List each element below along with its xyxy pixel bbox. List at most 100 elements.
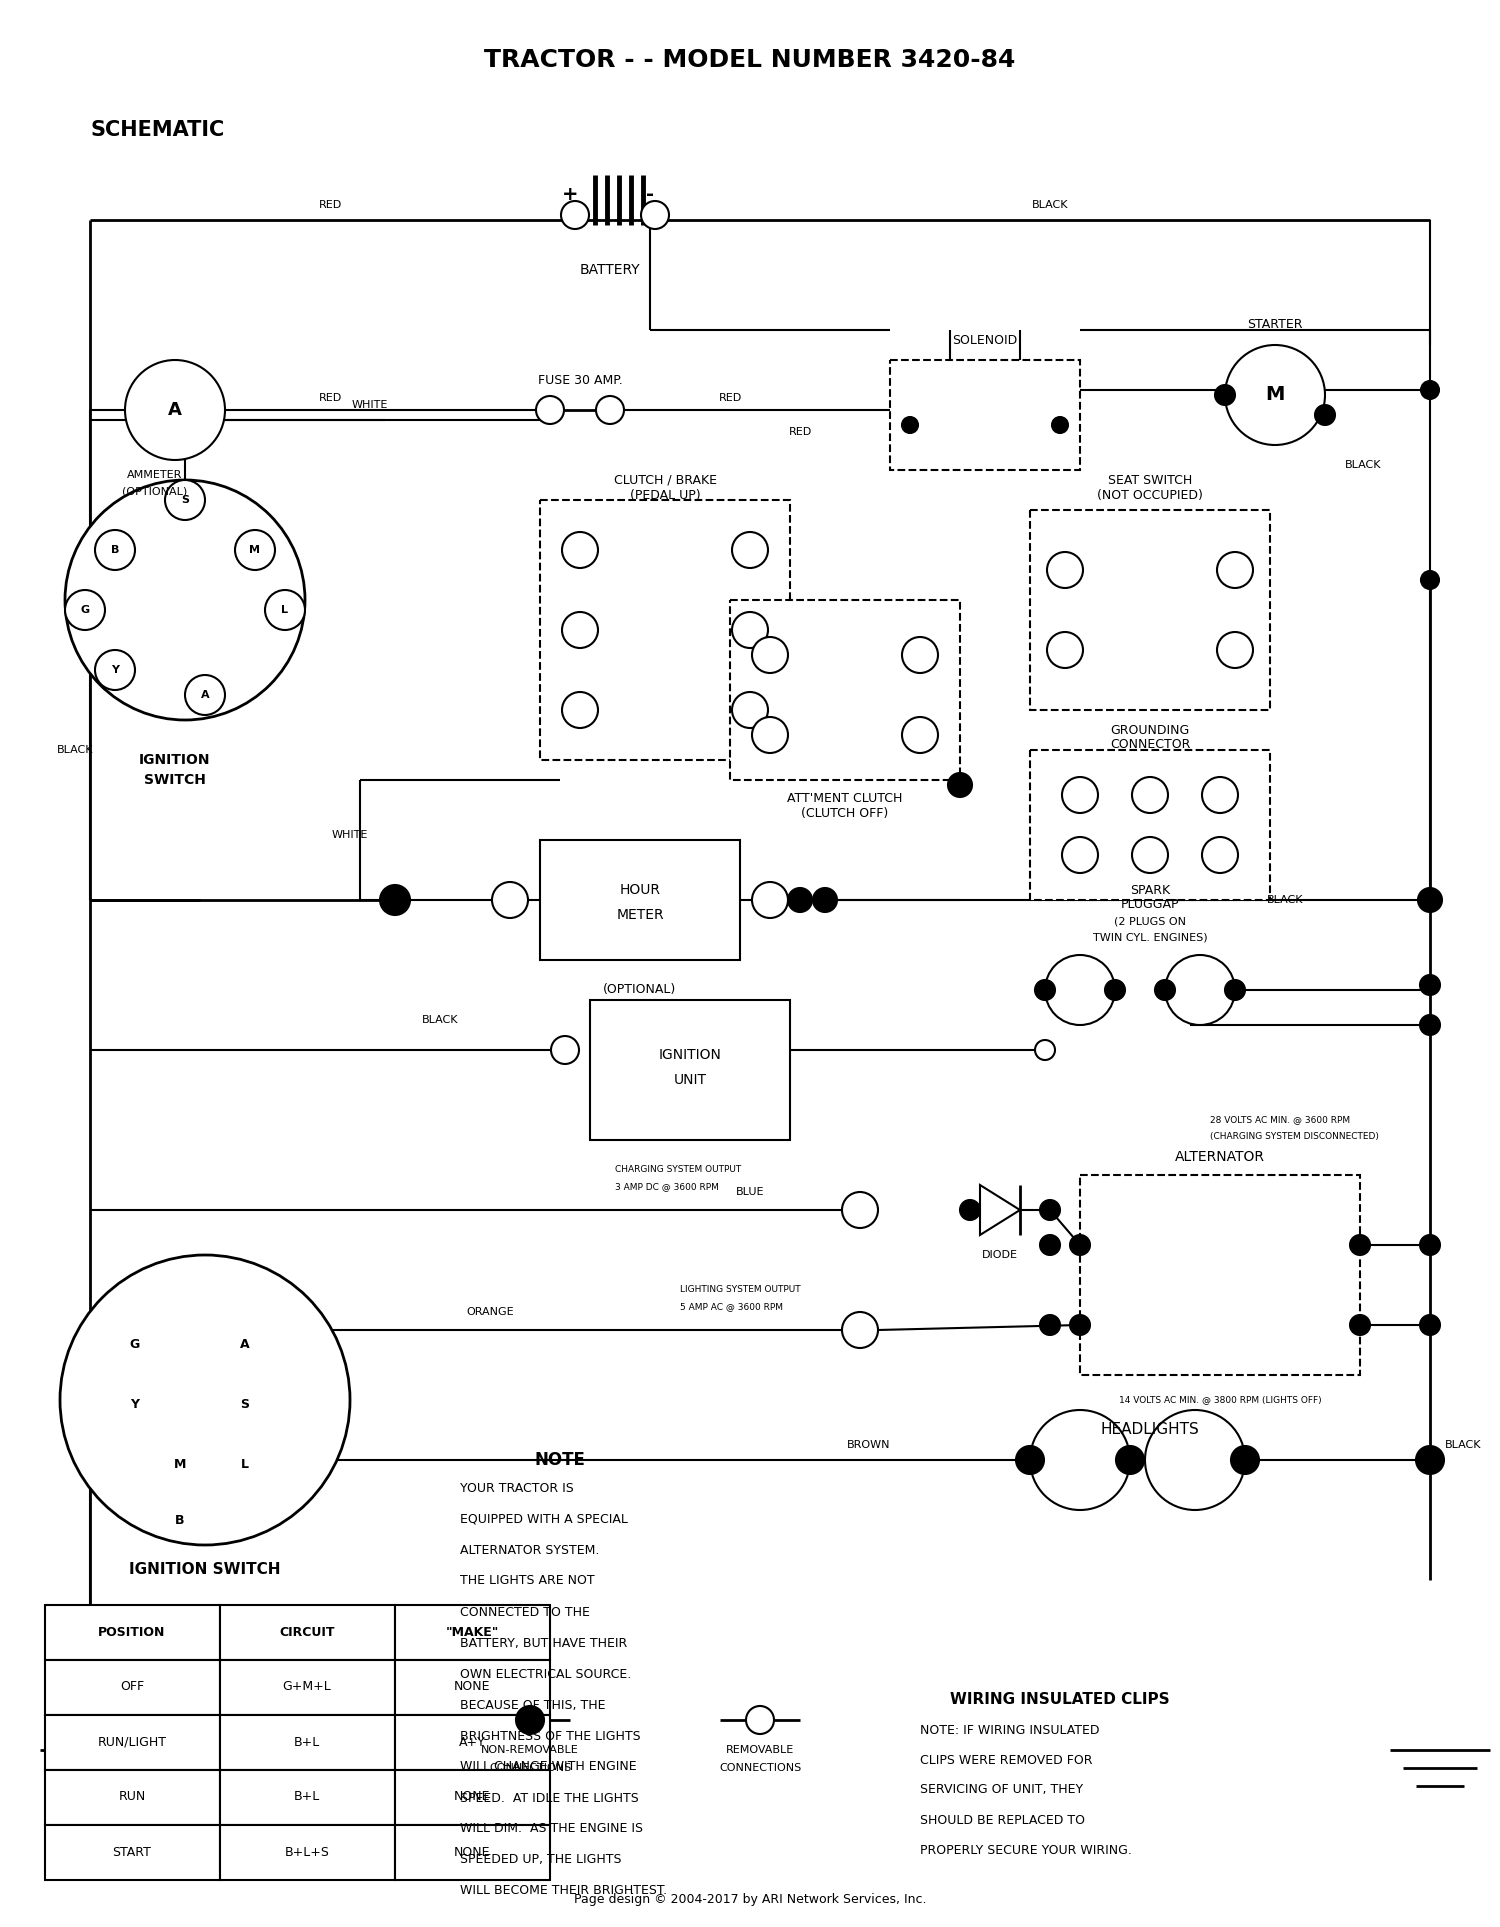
Text: PROPERLY SECURE YOUR WIRING.: PROPERLY SECURE YOUR WIRING. [920, 1844, 1132, 1856]
Polygon shape [1080, 1175, 1360, 1376]
Text: BATTERY: BATTERY [579, 262, 640, 277]
Text: RED: RED [789, 428, 812, 437]
Text: START: START [112, 1846, 152, 1858]
Text: RED: RED [318, 200, 342, 210]
Text: SERVICING OF UNIT, THEY: SERVICING OF UNIT, THEY [920, 1784, 1083, 1796]
Polygon shape [45, 1605, 220, 1659]
Text: IGNITION: IGNITION [658, 1048, 722, 1062]
Text: L: L [282, 605, 288, 615]
Text: BECAUSE OF THIS, THE: BECAUSE OF THIS, THE [460, 1698, 606, 1711]
Circle shape [1035, 981, 1054, 1000]
Circle shape [902, 416, 918, 434]
Text: RUN: RUN [118, 1790, 146, 1804]
Text: SOLENOID: SOLENOID [952, 333, 1017, 347]
Text: NON-REMOVABLE: NON-REMOVABLE [482, 1746, 579, 1755]
Circle shape [1420, 1016, 1440, 1035]
Text: SCHEMATIC: SCHEMATIC [90, 119, 225, 141]
Polygon shape [220, 1825, 394, 1881]
Circle shape [732, 532, 768, 568]
Circle shape [1420, 570, 1438, 590]
Polygon shape [220, 1715, 394, 1771]
Circle shape [1316, 405, 1335, 426]
Text: RED: RED [718, 393, 741, 403]
Circle shape [732, 613, 768, 647]
Text: METER: METER [616, 908, 664, 921]
Text: YOUR TRACTOR IS: YOUR TRACTOR IS [460, 1482, 573, 1495]
Text: BRIGHTNESS OF THE LIGHTS: BRIGHTNESS OF THE LIGHTS [460, 1730, 640, 1742]
Circle shape [1116, 1445, 1144, 1474]
Text: BROWN: BROWN [846, 1439, 889, 1449]
Circle shape [1047, 551, 1083, 588]
Text: BLUE: BLUE [735, 1187, 764, 1197]
Text: 5 AMP AC @ 3600 RPM: 5 AMP AC @ 3600 RPM [680, 1303, 783, 1312]
Polygon shape [45, 1771, 220, 1825]
Text: ATT'MENT CLUTCH: ATT'MENT CLUTCH [788, 792, 903, 804]
Polygon shape [394, 1715, 550, 1771]
Text: RUN/LIGHT: RUN/LIGHT [98, 1736, 166, 1748]
Text: SPEED.  AT IDLE THE LIGHTS: SPEED. AT IDLE THE LIGHTS [460, 1792, 639, 1804]
Text: (PEDAL UP): (PEDAL UP) [630, 489, 700, 501]
Circle shape [380, 884, 410, 915]
Text: (2 PLUGS ON: (2 PLUGS ON [1114, 917, 1186, 927]
Circle shape [902, 638, 938, 673]
Circle shape [266, 590, 305, 630]
Polygon shape [1030, 511, 1270, 709]
Text: STARTER: STARTER [1248, 318, 1302, 331]
Polygon shape [220, 1330, 270, 1360]
Text: Page design © 2004-2017 by ARI Network Services, Inc.: Page design © 2004-2017 by ARI Network S… [573, 1894, 926, 1906]
Polygon shape [154, 1449, 206, 1480]
Text: B: B [176, 1513, 184, 1526]
Text: B+L: B+L [294, 1736, 320, 1748]
Text: NONE: NONE [453, 1790, 491, 1804]
Text: NONE: NONE [453, 1680, 491, 1694]
Polygon shape [110, 1389, 160, 1420]
Circle shape [136, 397, 164, 424]
Circle shape [561, 200, 590, 229]
Polygon shape [220, 1389, 270, 1420]
Circle shape [1166, 956, 1234, 1025]
Circle shape [1416, 1445, 1444, 1474]
Text: BLACK: BLACK [1444, 1439, 1482, 1449]
Circle shape [94, 649, 135, 690]
Polygon shape [394, 1771, 550, 1825]
Circle shape [1350, 1314, 1370, 1335]
Text: FUSE 30 AMP.: FUSE 30 AMP. [537, 374, 622, 387]
Text: B: B [111, 545, 118, 555]
Circle shape [236, 530, 274, 570]
Polygon shape [220, 1449, 270, 1480]
Circle shape [842, 1193, 878, 1227]
Text: Y: Y [130, 1399, 140, 1411]
Circle shape [813, 888, 837, 911]
Circle shape [536, 397, 564, 424]
Text: "MAKE": "MAKE" [446, 1626, 498, 1638]
Text: BLACK: BLACK [1266, 894, 1304, 906]
Circle shape [1216, 632, 1252, 669]
Polygon shape [220, 1771, 394, 1825]
Text: +: + [561, 185, 579, 204]
Text: WILL DIM.  AS THE ENGINE IS: WILL DIM. AS THE ENGINE IS [460, 1823, 644, 1836]
Circle shape [752, 638, 788, 673]
Circle shape [1155, 981, 1174, 1000]
Polygon shape [540, 840, 740, 960]
Circle shape [746, 1705, 774, 1734]
Text: M: M [1266, 385, 1284, 405]
Polygon shape [394, 1605, 550, 1659]
Text: M: M [249, 545, 261, 555]
Circle shape [492, 883, 528, 917]
Circle shape [1062, 836, 1098, 873]
Circle shape [1350, 1235, 1370, 1254]
Text: -: - [646, 185, 654, 204]
Text: BLACK: BLACK [1346, 461, 1382, 470]
Circle shape [1420, 975, 1440, 994]
Circle shape [184, 674, 225, 715]
Text: WHITE: WHITE [352, 401, 388, 410]
Text: CONNECTED TO THE: CONNECTED TO THE [460, 1605, 590, 1619]
Polygon shape [590, 1000, 790, 1141]
Circle shape [562, 532, 598, 568]
Circle shape [1144, 1411, 1245, 1511]
Circle shape [1216, 551, 1252, 588]
Text: G+M+L: G+M+L [282, 1680, 332, 1694]
Text: ALTERNATOR: ALTERNATOR [1174, 1150, 1264, 1164]
Text: CONNECTOR: CONNECTOR [1110, 738, 1190, 752]
Polygon shape [220, 1605, 394, 1659]
